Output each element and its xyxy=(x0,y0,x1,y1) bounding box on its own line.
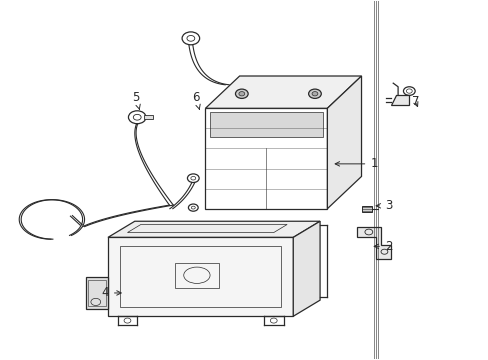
Text: 1: 1 xyxy=(334,157,377,170)
Polygon shape xyxy=(86,277,108,309)
Text: 6: 6 xyxy=(192,91,200,109)
Polygon shape xyxy=(205,76,361,108)
Polygon shape xyxy=(210,112,322,137)
Polygon shape xyxy=(108,237,293,316)
Circle shape xyxy=(235,89,247,98)
Polygon shape xyxy=(108,221,320,237)
Polygon shape xyxy=(293,221,320,316)
Polygon shape xyxy=(361,206,371,212)
Text: 7: 7 xyxy=(411,95,418,108)
Circle shape xyxy=(311,91,317,96)
Circle shape xyxy=(239,91,244,96)
Text: 5: 5 xyxy=(132,91,140,109)
Polygon shape xyxy=(327,76,361,209)
Text: 3: 3 xyxy=(375,199,391,212)
Text: 4: 4 xyxy=(101,287,121,300)
Polygon shape xyxy=(356,226,390,259)
Polygon shape xyxy=(390,95,408,105)
Polygon shape xyxy=(143,115,153,120)
Circle shape xyxy=(308,89,321,98)
Text: 2: 2 xyxy=(373,240,392,253)
